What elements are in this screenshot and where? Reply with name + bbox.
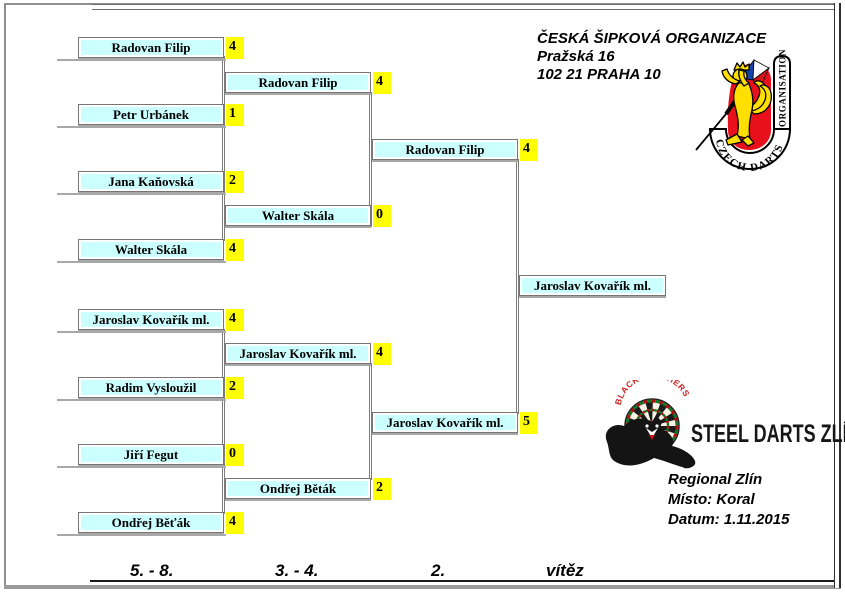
bracket-connector bbox=[516, 159, 519, 414]
czech-darts-organisation-logo: CZECH DARTS ORGANISATION bbox=[695, 50, 792, 174]
event-place: Místo: Koral bbox=[668, 491, 755, 508]
score-cell-r1-1: 4 bbox=[226, 37, 244, 59]
organization-street: Pražská 16 bbox=[537, 48, 615, 65]
row-rule bbox=[57, 126, 226, 128]
player-box-r1-1: Radovan Filip bbox=[78, 37, 224, 58]
steel-darts-zlin-title: STEEL DARTS ZLÍN bbox=[691, 420, 845, 448]
score-cell-r2-1: 4 bbox=[373, 72, 391, 94]
player-box-r2-3: Jaroslav Kovařík ml. bbox=[225, 343, 371, 364]
score-cell-r1-7: 0 bbox=[226, 444, 244, 466]
event-region: Regional Zlín bbox=[668, 471, 763, 488]
score-cell-r1-8: 4 bbox=[226, 512, 244, 534]
bracket-connector bbox=[369, 92, 372, 227]
player-box-r1-5: Jaroslav Kovařík ml. bbox=[78, 309, 224, 330]
score-cell-final-1: 4 bbox=[520, 139, 538, 161]
score-cell-r1-6: 2 bbox=[226, 377, 244, 399]
row-rule bbox=[57, 534, 226, 536]
score-cell-final-2: 5 bbox=[520, 412, 538, 434]
row-rule bbox=[57, 59, 226, 61]
organization-address: ČESKÁ ŠIPKOVÁ ORGANIZACE Pražská 16 102 … bbox=[537, 30, 766, 84]
score-cell-r1-5: 4 bbox=[226, 309, 244, 331]
page-right-rule bbox=[834, 3, 841, 588]
lion-icon bbox=[721, 61, 772, 147]
player-box-final-2: Jaroslav Kovařík ml. bbox=[372, 412, 518, 433]
event-date: Datum: 1.11.2015 bbox=[668, 511, 790, 528]
badge-bar bbox=[773, 54, 791, 131]
round-label-5-8: 5. - 8. bbox=[130, 561, 174, 580]
score-cell-r1-2: 1 bbox=[226, 104, 244, 126]
player-box-r2-2: Walter Skála bbox=[225, 205, 371, 226]
player-box-r1-3: Jana Kaňovská bbox=[78, 171, 224, 192]
black-panthers-logo: BLACK PANTHERS bbox=[605, 380, 696, 469]
player-box-r1-7: Jiří Fegut bbox=[78, 444, 224, 465]
row-rule bbox=[57, 261, 226, 263]
round-label-winner: vítěz bbox=[546, 561, 584, 580]
row-rule bbox=[57, 331, 226, 333]
page-bottom-shadow bbox=[4, 585, 841, 589]
score-cell-r1-3: 2 bbox=[226, 171, 244, 193]
page-top-rule bbox=[92, 4, 839, 10]
panther-icon bbox=[605, 415, 696, 469]
badge-bar-text: ORGANISATION bbox=[778, 50, 788, 127]
bracket-connector bbox=[369, 363, 372, 480]
round-label-3-4: 3. - 4. bbox=[275, 561, 319, 580]
organization-city: 102 21 PRAHA 10 bbox=[537, 66, 661, 83]
row-rule bbox=[57, 193, 226, 195]
badge-bowl bbox=[708, 128, 792, 170]
score-cell-r2-4: 2 bbox=[373, 478, 391, 500]
player-box-final-1: Radovan Filip bbox=[372, 139, 518, 160]
player-box-r1-4: Walter Skála bbox=[78, 239, 224, 260]
bracket-connector bbox=[222, 329, 225, 514]
winner-box: Jaroslav Kovařík ml. bbox=[519, 275, 666, 296]
row-rule bbox=[57, 399, 226, 401]
row-rule bbox=[57, 466, 226, 468]
score-cell-r2-2: 0 bbox=[373, 205, 391, 227]
player-box-r1-6: Radim Vysloužil bbox=[78, 377, 224, 398]
player-box-r1-8: Ondřej Běťák bbox=[78, 512, 224, 533]
player-box-r2-1: Radovan Filip bbox=[225, 72, 371, 93]
score-cell-r1-4: 4 bbox=[226, 239, 244, 261]
event-info: Regional Zlín Místo: Koral Datum: 1.11.2… bbox=[668, 470, 789, 530]
score-cell-r2-3: 4 bbox=[373, 343, 391, 365]
organization-name: ČESKÁ ŠIPKOVÁ ORGANIZACE bbox=[537, 30, 767, 47]
player-box-r2-4: Ondřej Běták bbox=[225, 478, 371, 499]
player-box-r1-2: Petr Urbánek bbox=[78, 104, 224, 125]
round-label-2: 2. bbox=[431, 561, 446, 580]
bracket-connector bbox=[222, 56, 225, 241]
